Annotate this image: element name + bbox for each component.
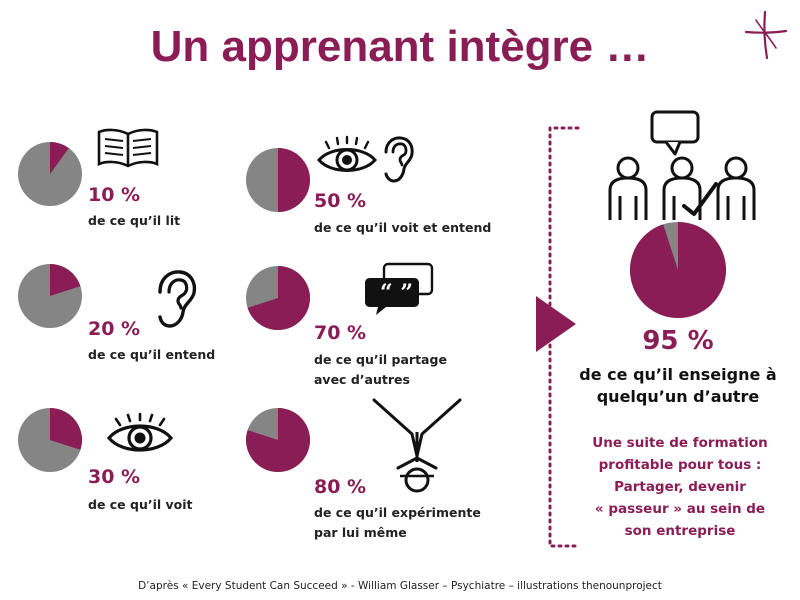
dotted-bracket	[536, 126, 580, 548]
book-icon	[97, 128, 159, 168]
speech-bubble-icon: “ ”	[365, 262, 434, 315]
pie-chart	[18, 264, 82, 328]
description: de ce qu’il voit et entend	[314, 218, 491, 238]
description-line: de ce qu’il expérimente	[314, 505, 481, 520]
logo-star-icon	[744, 10, 788, 60]
tagline-line: « passeur » au sein de	[594, 501, 766, 517]
description-line: de ce qu’il partage	[314, 352, 447, 367]
group-teaching-icon	[608, 110, 756, 220]
tagline-line: profitable pour tous :	[598, 457, 762, 473]
tagline: Une suite de formation profitable pour t…	[570, 432, 790, 542]
pie-slice-value	[278, 148, 310, 212]
ear-icon	[158, 270, 197, 328]
description-line: avec d’autres	[314, 372, 410, 387]
percent-label: 20 %	[88, 318, 141, 340]
person-upside-down-icon	[372, 398, 462, 493]
highlight-percent: 95 %	[642, 326, 714, 356]
percent-label: 50 %	[314, 190, 367, 212]
description: de ce qu’il voit	[88, 495, 193, 515]
highlight-description-line: quelqu’un d’autre	[596, 387, 760, 406]
description-line: de ce qu’il lit	[88, 213, 181, 228]
description: de ce qu’il partage avec d’autres	[314, 350, 447, 390]
pie-slice-value	[50, 142, 69, 174]
percent-label: 70 %	[314, 322, 367, 344]
percent-label: 10 %	[88, 184, 141, 206]
description-line: de ce qu’il voit et entend	[314, 220, 492, 235]
pie-slice-value	[247, 266, 310, 330]
percent-label: 30 %	[88, 466, 141, 488]
description: de ce qu’il lit	[88, 211, 180, 231]
svg-text:“ ”: “ ”	[380, 280, 413, 306]
eye-and-ear-icon	[317, 135, 414, 183]
footer-credits: D’après « Every Student Can Succeed » - …	[138, 580, 662, 592]
tagline-line: son entreprise	[624, 523, 736, 539]
description-line: par lui même	[314, 525, 407, 540]
eye-icon	[106, 412, 174, 452]
pie-slice-value	[630, 222, 726, 318]
tagline-line: Partager, devenir	[614, 479, 746, 495]
highlight-description: de ce qu’il enseigne à quelqu’un d’autre	[560, 364, 796, 408]
highlight-description-line: de ce qu’il enseigne à	[579, 365, 777, 384]
description: de ce qu’il entend	[88, 345, 215, 365]
pie-chart-highlight	[630, 222, 726, 318]
description-line: de ce qu’il entend	[88, 347, 216, 362]
pie-chart	[246, 408, 310, 472]
pie-slice-value	[246, 408, 310, 472]
percent-label: 80 %	[314, 476, 367, 498]
pie-chart	[246, 266, 310, 330]
description-line: de ce qu’il voit	[88, 497, 193, 512]
tagline-line: Une suite de formation	[592, 435, 768, 451]
pie-chart	[18, 142, 82, 206]
pie-slice-value	[50, 264, 81, 296]
page-title: Un apprenant intègre …	[150, 22, 650, 71]
description: de ce qu’il expérimente par lui même	[314, 503, 481, 543]
pie-slice-value	[50, 408, 82, 450]
pie-chart	[246, 148, 310, 212]
pie-chart	[18, 408, 82, 472]
